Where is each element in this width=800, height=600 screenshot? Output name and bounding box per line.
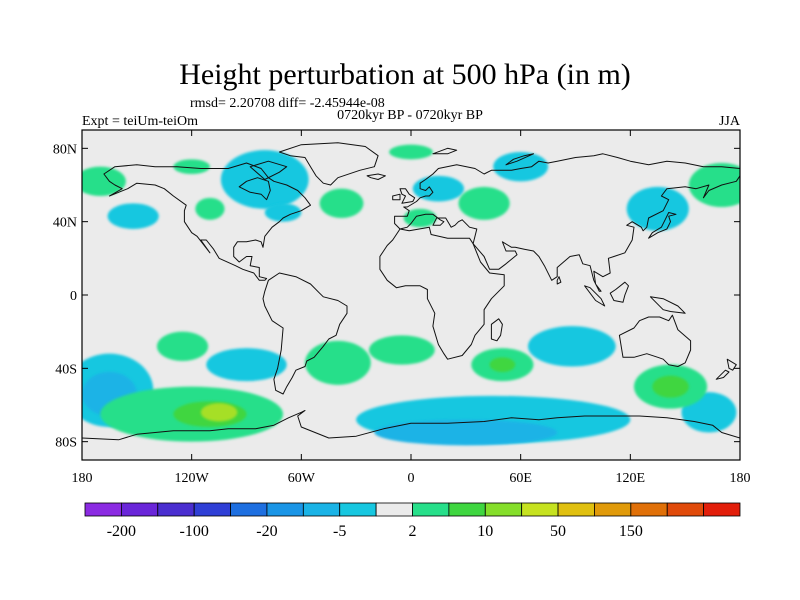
colorbar-box xyxy=(157,502,195,517)
colorbar-box xyxy=(375,502,413,517)
coastline-sri-lanka xyxy=(556,276,562,285)
coastline-australia xyxy=(618,314,692,367)
anomaly-region-negative xyxy=(206,348,287,382)
colorbar-box xyxy=(230,502,268,517)
coastline-svalbard xyxy=(432,147,458,155)
anomaly-region-positive xyxy=(458,186,510,220)
colorbar-box xyxy=(266,502,304,517)
colorbar-box xyxy=(703,502,741,517)
coastline-south-america xyxy=(262,272,348,395)
colorbar-box xyxy=(412,502,450,517)
anomaly-region-positive xyxy=(489,357,516,372)
coastline-madagascar xyxy=(490,318,503,342)
x-tick-label: 180 xyxy=(730,471,751,486)
colorbar-box xyxy=(448,502,486,517)
coastline-borneo xyxy=(609,281,629,303)
x-tick-label: 0 xyxy=(408,471,415,486)
coastline-new-zealand-north xyxy=(726,358,737,371)
coastline-hudson-bay xyxy=(238,177,271,201)
colorbar-label: 2 xyxy=(409,523,417,540)
x-tick-label: 120E xyxy=(616,471,646,486)
y-tick-label: 0 xyxy=(70,289,77,304)
y-tick-label: 40S xyxy=(55,362,77,377)
colorbar-box xyxy=(521,502,559,517)
anomaly-region-positive xyxy=(389,144,433,160)
anomaly-region-positive xyxy=(652,375,689,398)
colorbar-label: -20 xyxy=(256,523,277,540)
colorbar-box xyxy=(594,502,632,517)
anomaly-region-negative xyxy=(374,419,558,446)
anomaly-field xyxy=(82,144,740,446)
colorbar-box xyxy=(666,502,705,517)
stats-label: rmsd= 2.20708 diff= -2.45944e-08 xyxy=(190,96,385,111)
x-tick-label: 120W xyxy=(175,471,210,486)
coastline-novaya-zemlya xyxy=(505,153,534,166)
y-tick-label: 80N xyxy=(53,142,77,157)
anomaly-region-positive xyxy=(200,403,238,422)
anomaly-region-negative xyxy=(107,203,159,230)
coastlines xyxy=(82,142,740,441)
colorbar-box xyxy=(302,502,341,517)
anomaly-region-negative xyxy=(412,175,465,202)
coastline-antarctica xyxy=(82,410,740,441)
coastline-greenland xyxy=(278,142,379,186)
anomaly-region-positive xyxy=(173,159,210,175)
coastline-new-guinea xyxy=(649,296,686,314)
colorbar: -200 -100 -20 -5 2 10 50 150 xyxy=(84,502,741,540)
anomaly-region-positive xyxy=(195,197,225,220)
experiment-label: Expt = teiUm-teiOm xyxy=(82,114,198,129)
anomaly-region-positive xyxy=(319,188,364,218)
axis-ticks: 180 120W 60W 0 60E 120E 180 80N 40N 0 40S 80S xyxy=(53,130,751,486)
anomaly-region-negative xyxy=(626,186,689,231)
coastline-baffin-island xyxy=(249,160,288,180)
colorbar-label: 150 xyxy=(619,523,643,540)
colorbar-box xyxy=(193,502,231,517)
colorbar-box xyxy=(120,502,159,517)
x-tick-label: 60E xyxy=(509,471,532,486)
colorbar-label: 50 xyxy=(550,523,566,540)
colorbar-label: -5 xyxy=(333,523,346,540)
colorbar-box xyxy=(484,502,523,517)
colorbar-box xyxy=(557,502,595,517)
y-tick-label: 80S xyxy=(55,436,77,451)
coastline-north-america xyxy=(103,162,311,281)
y-tick-label: 40N xyxy=(53,216,77,231)
coastline-britain xyxy=(399,188,416,204)
anomaly-region-positive xyxy=(368,335,435,365)
season-label: JJA xyxy=(719,114,741,129)
coastline-sumatra xyxy=(584,285,606,307)
coastline-africa xyxy=(379,226,505,360)
colorbar-box xyxy=(630,502,668,517)
anomaly-region-positive xyxy=(688,163,740,207)
anomaly-region-negative xyxy=(493,152,549,182)
anomaly-region-positive xyxy=(304,340,371,385)
anomaly-region-positive xyxy=(156,331,209,362)
colorbar-box xyxy=(84,502,122,517)
coastline-japan xyxy=(648,212,677,239)
x-tick-label: 60W xyxy=(288,471,316,486)
coastline-new-zealand-south xyxy=(715,369,730,380)
coastline-ireland xyxy=(392,193,401,201)
colorbar-label: 10 xyxy=(477,523,493,540)
colorbar-label: -100 xyxy=(180,523,209,540)
colorbar-box xyxy=(339,502,377,517)
coastline-eurasia xyxy=(394,153,740,292)
period-label: 0720kyr BP - 0720kyr BP xyxy=(337,108,483,123)
coastline-iceland xyxy=(366,173,386,180)
anomaly-region-negative xyxy=(264,203,302,222)
map-panel: 180 120W 60W 0 60E 120E 180 80N 40N 0 40S 80S xyxy=(53,129,751,486)
chart-title: Height perturbation at 500 hPa (in m) xyxy=(179,58,631,91)
anomaly-region-positive xyxy=(82,166,126,196)
colorbar-label: -200 xyxy=(107,523,136,540)
anomaly-region-negative xyxy=(527,326,616,367)
x-tick-label: 180 xyxy=(72,471,93,486)
